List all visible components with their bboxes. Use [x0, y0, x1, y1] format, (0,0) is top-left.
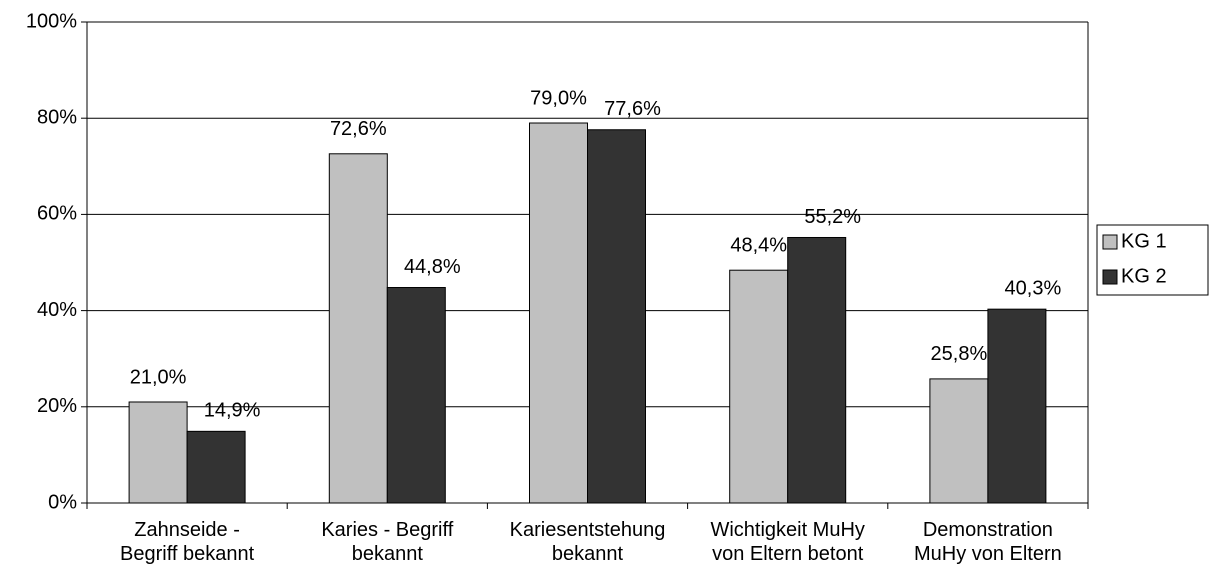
y-tick-label: 100% — [26, 10, 77, 32]
x-tick-label: Karies - Begriff bekannt — [321, 519, 454, 565]
bar — [587, 129, 646, 504]
bar — [128, 401, 188, 504]
legend-label: KG 1 — [1121, 230, 1167, 252]
y-tick-label: 0% — [48, 491, 77, 513]
legend-swatch — [1102, 269, 1118, 285]
value-label: 79,0% — [530, 87, 587, 109]
legend-swatch — [1102, 234, 1118, 250]
bar — [386, 287, 446, 504]
x-tick-label: Kariesentstehung bekannt — [509, 519, 666, 565]
bar — [529, 122, 588, 504]
value-label: 48,4% — [730, 234, 787, 256]
y-tick-label: 80% — [37, 106, 77, 128]
x-tick-label: Demonstration MuHy von Eltern — [913, 519, 1062, 565]
value-label: 55,2% — [804, 206, 861, 228]
bar — [787, 236, 847, 504]
value-label: 21,0% — [130, 366, 187, 388]
y-tick-label: 20% — [37, 395, 77, 417]
bar — [328, 153, 388, 504]
y-tick-label: 40% — [37, 299, 77, 321]
bar — [987, 308, 1047, 504]
legend-label: KG 2 — [1121, 265, 1167, 287]
value-label: 14,9% — [204, 400, 261, 422]
value-label: 72,6% — [330, 118, 387, 140]
value-label: 77,6% — [604, 98, 661, 120]
bar — [186, 430, 246, 504]
value-label: 25,8% — [931, 343, 988, 365]
y-tick-label: 60% — [37, 203, 77, 225]
bar — [729, 269, 789, 504]
value-label: 44,8% — [404, 256, 461, 278]
bar — [929, 378, 989, 504]
value-label: 40,3% — [1005, 277, 1062, 299]
x-tick-label: Wichtigkeit MuHy von Eltern betont — [710, 519, 865, 565]
x-tick-label: Zahnseide - Begriff bekannt — [120, 519, 255, 565]
